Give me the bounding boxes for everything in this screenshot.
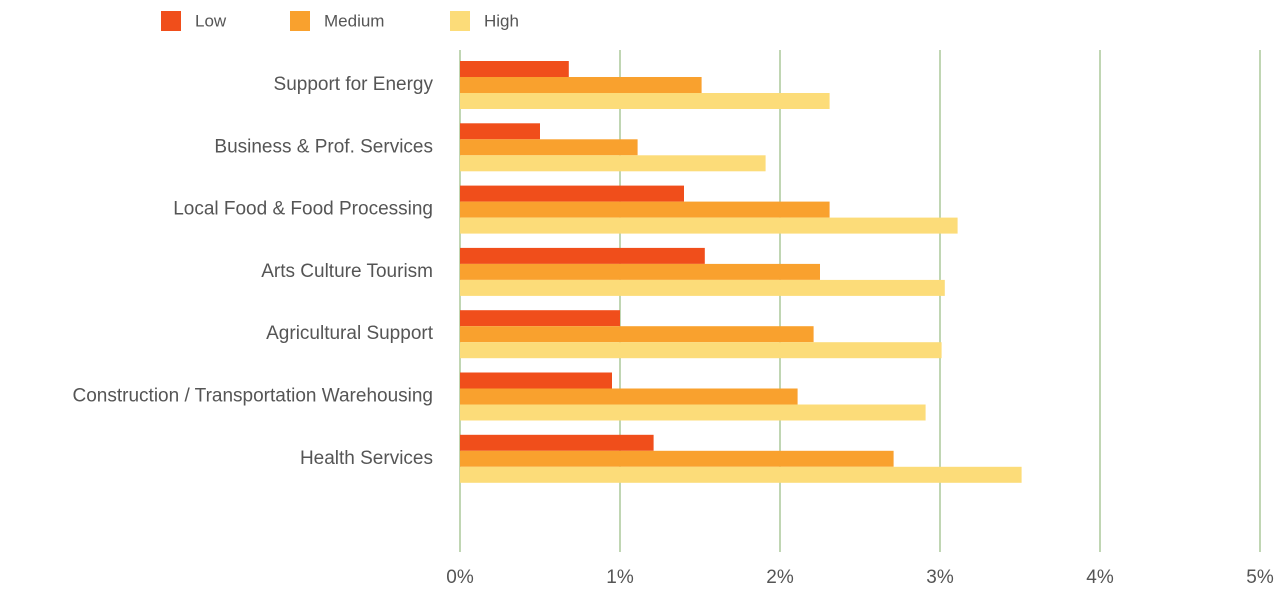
bars-layer [460, 61, 1022, 483]
bar-construction-transportation-warehousing-high [460, 404, 926, 421]
legend-swatch-low [161, 11, 181, 31]
legend-swatch-high [450, 11, 470, 31]
legend-swatch-medium [290, 11, 310, 31]
x-tick-label: 1% [606, 567, 634, 588]
legend: Low Medium High [161, 11, 519, 31]
category-label: Health Services [300, 448, 433, 469]
bar-arts-culture-tourism-low [460, 247, 705, 264]
category-label: Business & Prof. Services [214, 136, 433, 157]
x-tick-label: 3% [926, 567, 954, 588]
bar-construction-transportation-warehousing-medium [460, 388, 798, 405]
bar-support-for-energy-low [460, 61, 569, 77]
bar-health-services-high [460, 466, 1022, 483]
x-tick-label: 5% [1246, 567, 1274, 588]
category-label: Agricultural Support [266, 323, 434, 344]
bar-construction-transportation-warehousing-low [460, 372, 612, 389]
x-tick-labels-layer: 0% 1% 2% 3% 4% 5% [446, 567, 1274, 588]
bar-support-for-energy-medium [460, 77, 702, 93]
bar-agricultural-support-high [460, 342, 942, 359]
bar-arts-culture-tourism-medium [460, 263, 820, 280]
category-label: Support for Energy [274, 74, 434, 95]
bar-agricultural-support-low [460, 310, 620, 327]
category-label: Local Food & Food Processing [173, 199, 433, 220]
bar-agricultural-support-medium [460, 326, 814, 343]
legend-label-medium: Medium [324, 11, 384, 30]
x-tick-label: 0% [446, 567, 474, 588]
bar-local-food-food-processing-medium [460, 201, 830, 218]
bar-local-food-food-processing-low [460, 185, 684, 202]
bar-arts-culture-tourism-high [460, 279, 945, 296]
category-label: Arts Culture Tourism [261, 261, 433, 282]
bar-support-for-energy-high [460, 93, 830, 109]
bar-health-services-low [460, 434, 654, 451]
x-tick-label: 4% [1086, 567, 1114, 588]
category-label: Construction / Transportation Warehousin… [73, 386, 433, 407]
category-labels-layer: Support for Energy Business & Prof. Servi… [73, 74, 434, 469]
x-tick-label: 2% [766, 567, 794, 588]
legend-label-high: High [484, 11, 519, 30]
bar-local-food-food-processing-high [460, 217, 958, 234]
bar-business-prof-services-low [460, 123, 540, 140]
bar-business-prof-services-high [460, 155, 766, 172]
bar-business-prof-services-medium [460, 139, 638, 156]
legend-label-low: Low [195, 11, 227, 30]
bar-health-services-medium [460, 450, 894, 467]
